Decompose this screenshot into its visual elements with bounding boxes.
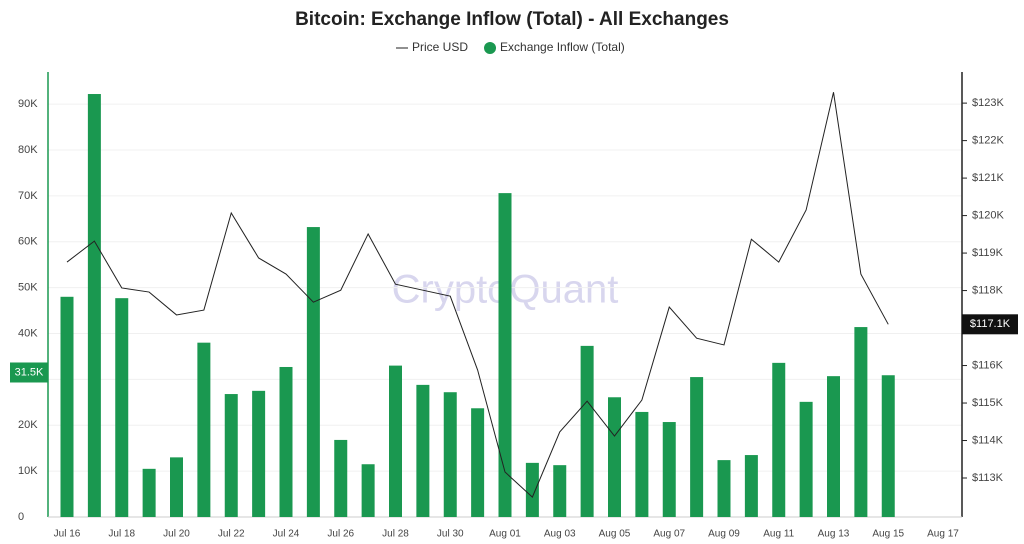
x-tick-label: Aug 17: [927, 529, 959, 540]
bar: [525, 462, 539, 517]
y-tick-label: 40K: [18, 327, 38, 339]
x-tick-label: Aug 15: [872, 529, 904, 540]
y-tick-label: 70K: [18, 190, 38, 202]
bar: [115, 298, 129, 517]
x-tick-label: Jul 16: [54, 529, 81, 540]
y2-tick-label: $113K: [972, 472, 1004, 484]
bar: [827, 376, 840, 517]
y2-tick-label: $116K: [972, 359, 1004, 371]
bar: [799, 401, 813, 517]
bar: [772, 362, 786, 517]
x-tick-label: Jul 20: [163, 529, 190, 540]
bar: [279, 366, 293, 517]
legend-label: Exchange Inflow (Total): [500, 40, 625, 54]
bar: [744, 455, 758, 517]
bar: [717, 460, 731, 517]
x-tick-label: Jul 26: [327, 529, 354, 540]
bar: [252, 390, 266, 517]
x-tick-label: Aug 03: [544, 529, 576, 540]
bar: [471, 408, 485, 517]
y-tick-label: 50K: [18, 282, 38, 294]
y-tick-label: 0: [18, 511, 24, 523]
bar: [881, 375, 895, 517]
y2-tick-label: $123K: [972, 97, 1004, 109]
bar: [389, 365, 402, 517]
y-tick-label: 20K: [18, 419, 38, 431]
bar: [498, 193, 512, 517]
bar: [334, 439, 348, 517]
bar: [553, 465, 567, 517]
current-value-label: $117.1K: [970, 318, 1011, 330]
price-line: [66, 92, 889, 498]
y-tick-label: 10K: [18, 465, 38, 477]
legend-label: Price USD: [412, 40, 468, 54]
x-tick-label: Jul 30: [437, 529, 464, 540]
bar: [690, 377, 704, 517]
bar: [608, 397, 621, 517]
x-tick-label: Jul 28: [382, 529, 409, 540]
x-tick-label: Aug 11: [763, 529, 794, 540]
bar: [662, 422, 676, 517]
y2-tick-label: $122K: [972, 135, 1004, 147]
y-tick-label: 80K: [18, 144, 38, 156]
x-tick-label: Aug 01: [489, 529, 521, 540]
bar: [854, 327, 868, 517]
x-tick-label: Aug 13: [818, 529, 850, 540]
x-tick-label: Aug 05: [599, 529, 631, 540]
chart-title: Bitcoin: Exchange Inflow (Total) - All E…: [295, 9, 729, 30]
bar: [224, 394, 238, 517]
current-value-badge: [10, 362, 48, 383]
bar: [87, 94, 101, 517]
x-tick-label: Jul 18: [108, 529, 135, 540]
y2-tick-label: $121K: [972, 172, 1004, 184]
bar: [361, 464, 375, 517]
x-tick-label: Jul 22: [218, 529, 245, 540]
bar: [306, 227, 320, 517]
bar: [443, 392, 457, 517]
y-tick-label: 60K: [18, 236, 38, 248]
bar: [635, 411, 649, 517]
x-tick-label: Jul 24: [273, 529, 300, 540]
x-tick-label: Aug 09: [708, 529, 740, 540]
y2-tick-label: $118K: [972, 284, 1004, 296]
current-value-label: 31.5K: [15, 366, 44, 378]
y-tick-label: 90K: [18, 98, 38, 110]
bar: [580, 345, 594, 517]
bar: [197, 342, 211, 517]
y2-tick-label: $114K: [972, 434, 1004, 446]
bar: [142, 468, 156, 517]
y2-tick-label: $115K: [972, 397, 1004, 409]
bar: [416, 384, 430, 517]
current-value-badge: [962, 314, 1018, 335]
bar: [60, 296, 74, 517]
y2-tick-label: $120K: [972, 209, 1004, 221]
legend-dot: [484, 42, 497, 54]
x-tick-label: Aug 07: [653, 529, 685, 540]
y2-tick-label: $119K: [972, 247, 1004, 259]
bar: [170, 457, 183, 517]
